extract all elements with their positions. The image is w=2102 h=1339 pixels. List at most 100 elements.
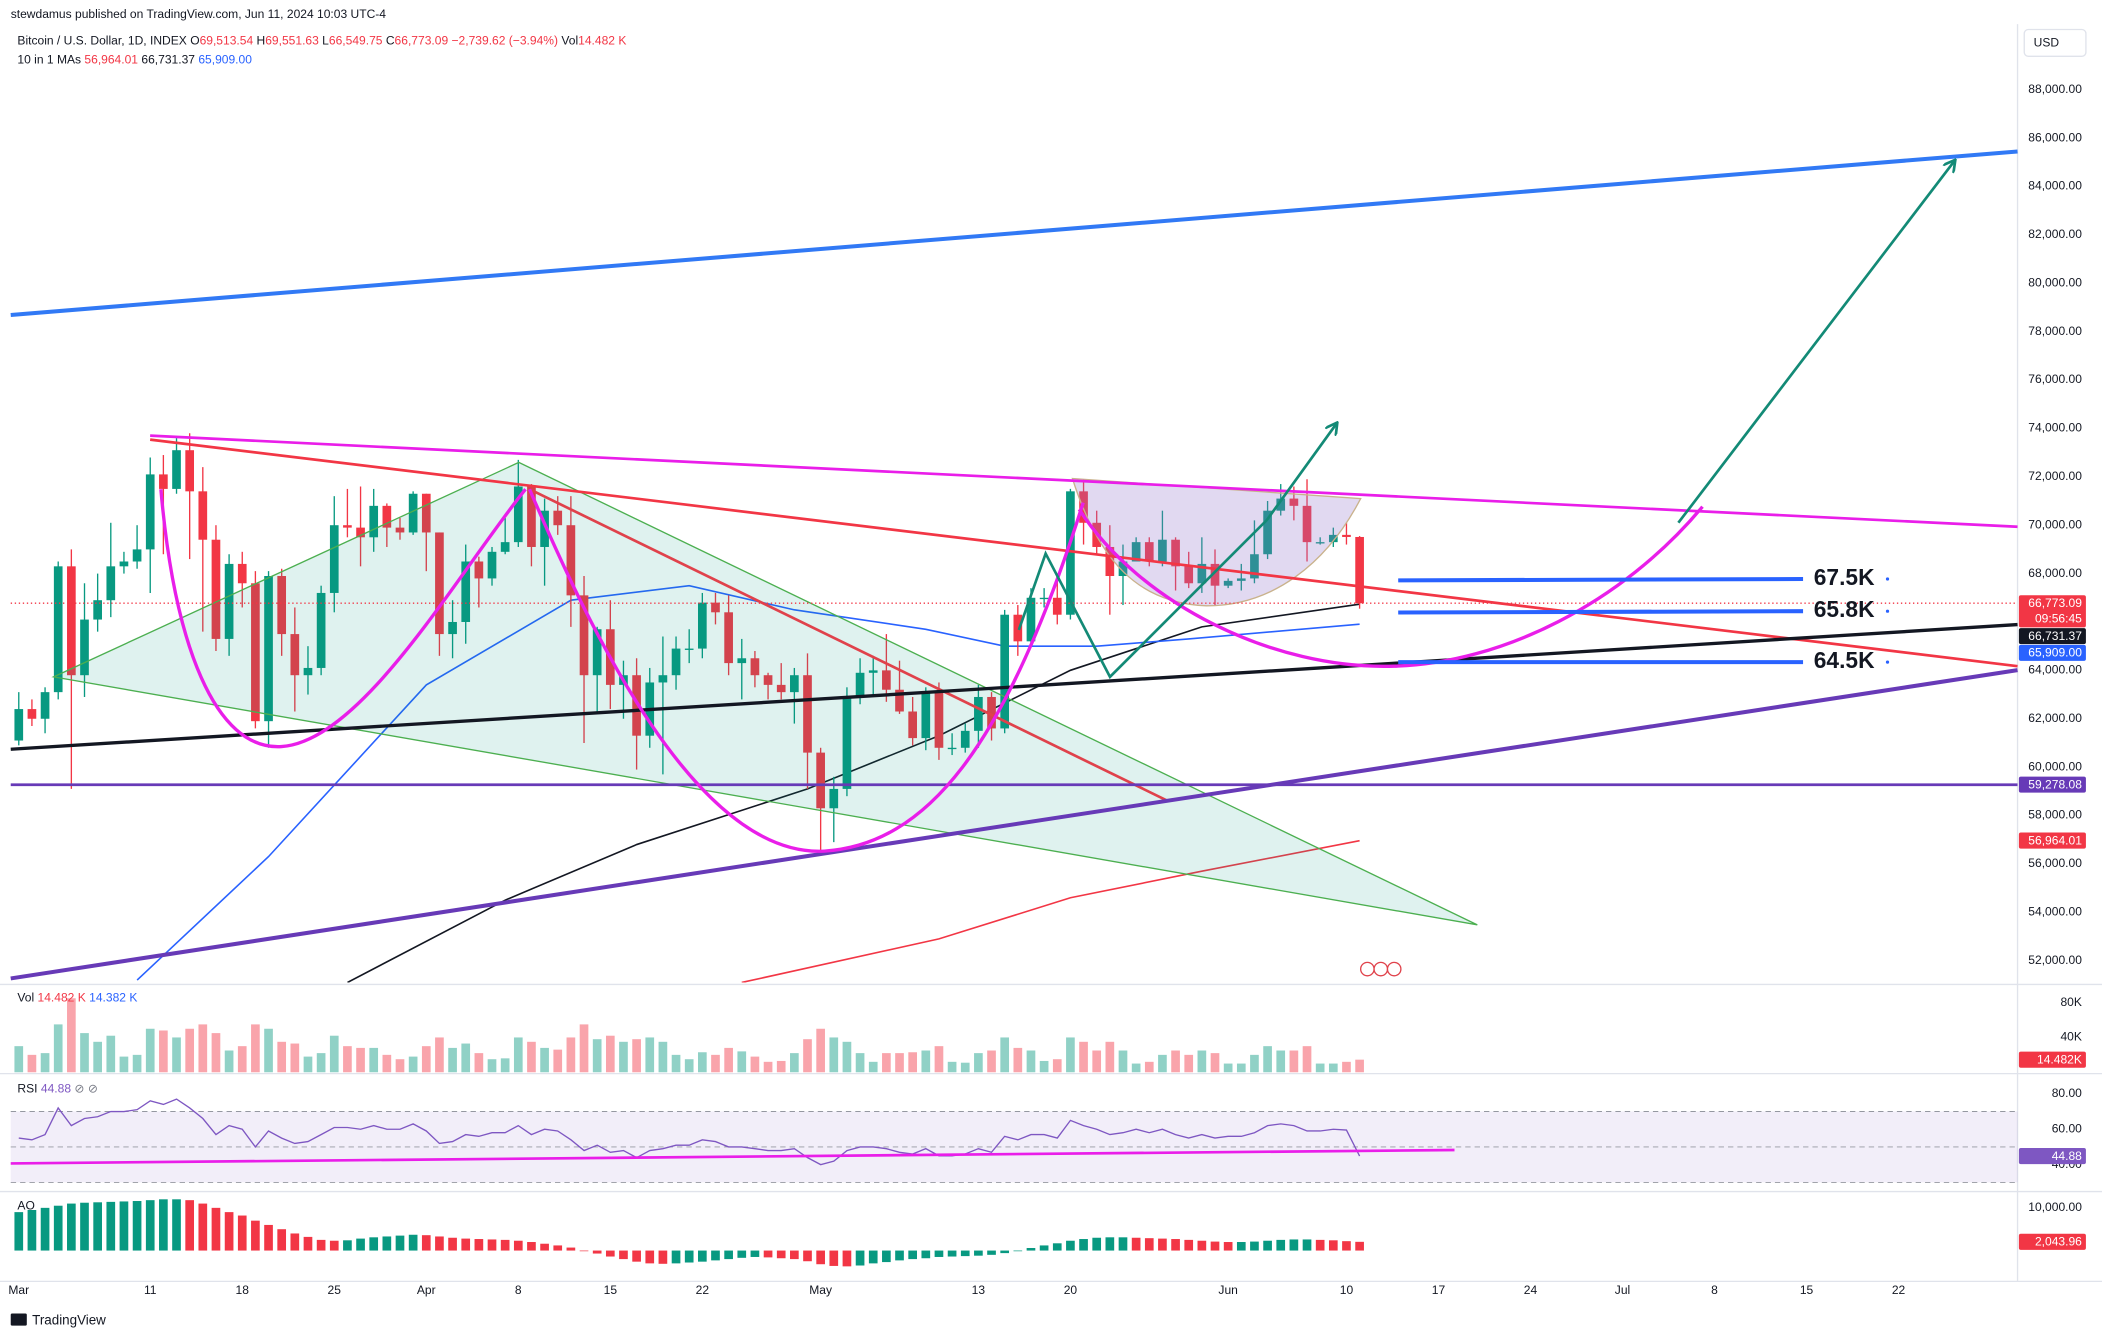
- ao-bar: [1013, 1250, 1023, 1252]
- price-tag-label: 56,964.01: [2028, 833, 2082, 847]
- rsi-extra: ⊘ ⊘: [74, 1082, 98, 1096]
- ao-bar: [1250, 1241, 1259, 1251]
- price-tag-label: 59,278.08: [2028, 777, 2082, 791]
- h: 69,551.63: [265, 34, 319, 48]
- candle-body: [448, 621, 457, 635]
- candle-body: [132, 549, 142, 562]
- price-tag-label: 14.482K: [2037, 1053, 2082, 1067]
- ao-bar: [1315, 1239, 1325, 1251]
- candle-body: [711, 602, 720, 613]
- ao-bar: [1289, 1239, 1299, 1251]
- candle-body: [500, 542, 510, 552]
- x-tick-label: 15: [1800, 1283, 1814, 1297]
- volume-bar: [132, 1054, 142, 1073]
- candle-body: [119, 561, 129, 567]
- candle-body: [579, 595, 589, 676]
- volume-bar: [448, 1047, 457, 1073]
- candle-body: [553, 510, 563, 526]
- currency-box[interactable]: [2023, 28, 2087, 57]
- h-label: H: [257, 34, 266, 48]
- volume-bar: [855, 1053, 865, 1073]
- pane-frames: [0, 24, 2102, 1283]
- volume-bar: [1013, 1047, 1023, 1073]
- candle-body: [671, 648, 681, 676]
- vol-legend: Vol 14.482 K 14.382 K: [17, 991, 137, 1005]
- volume-bar: [724, 1047, 733, 1073]
- x-tick-label: 20: [1064, 1283, 1078, 1297]
- volume-bar: [790, 1053, 799, 1073]
- price-tag: [2018, 1233, 2086, 1250]
- candle-body: [724, 612, 733, 664]
- symbol: Bitcoin / U.S. Dollar, 1D, INDEX: [17, 34, 186, 48]
- ao-bar: [671, 1250, 681, 1264]
- volume-bar: [303, 1056, 313, 1073]
- volume-bar: [566, 1037, 576, 1073]
- y-tick-label: 40K: [2060, 1030, 2081, 1044]
- y-tick-label: 80,000.00: [2028, 275, 2082, 289]
- candle-body: [895, 689, 904, 712]
- ao-bar: [605, 1250, 615, 1257]
- candle-body: [1144, 542, 1154, 562]
- candle-body: [882, 670, 891, 690]
- x-tick-label: 11: [144, 1283, 157, 1297]
- candle-body: [224, 563, 234, 639]
- volume-bar: [645, 1037, 655, 1073]
- candle-body: [960, 730, 970, 748]
- volume-bar: [842, 1041, 852, 1073]
- candle-body: [185, 450, 195, 492]
- candle-body: [592, 629, 602, 676]
- volume-bar: [1328, 1063, 1338, 1073]
- ao-bar: [868, 1250, 878, 1264]
- publisher: stewdamus published on TradingView.com, …: [11, 7, 387, 21]
- candle-body: [106, 566, 116, 601]
- ao-bar: [80, 1202, 89, 1251]
- y-tick-label: 80K: [2060, 995, 2081, 1009]
- ao-bar: [855, 1250, 865, 1266]
- ao-bar: [645, 1250, 655, 1264]
- ao-bar: [895, 1250, 904, 1261]
- ao-bar: [211, 1207, 221, 1251]
- candle-body: [67, 566, 76, 676]
- volume-bar: [1131, 1063, 1141, 1073]
- candle-body: [343, 525, 352, 528]
- ao-bar: [1000, 1250, 1010, 1254]
- candle-body: [697, 602, 707, 649]
- volume-bar: [513, 1037, 523, 1073]
- volume-bar: [605, 1035, 615, 1073]
- ao-bar: [803, 1250, 812, 1262]
- candle-body: [974, 696, 983, 731]
- volume-bar: [697, 1052, 707, 1073]
- y-tick-label: 88,000.00: [2028, 82, 2082, 96]
- ao-bar: [882, 1250, 891, 1263]
- candle-body: [145, 474, 155, 550]
- volume-bar: [1197, 1050, 1207, 1073]
- volume-bar: [1052, 1059, 1062, 1073]
- candle-body: [93, 600, 102, 620]
- candle-body: [53, 566, 63, 693]
- ao-bar: [1158, 1238, 1167, 1251]
- ao-bar: [343, 1240, 352, 1251]
- volume-bar: [829, 1037, 839, 1073]
- candle-body: [842, 696, 852, 789]
- ao-bar: [1302, 1239, 1312, 1251]
- currency[interactable]: USD: [2034, 36, 2060, 50]
- ao-bar: [750, 1250, 760, 1257]
- candle-body: [356, 527, 365, 538]
- x-tick-label: 8: [515, 1283, 522, 1297]
- candle-body: [27, 709, 37, 719]
- candle-body: [776, 684, 786, 693]
- ao-bar: [566, 1247, 576, 1251]
- volume-bar: [264, 1028, 273, 1073]
- volume-bar: [737, 1051, 747, 1073]
- volume-bar: [1066, 1037, 1075, 1073]
- y-tick-label: 54,000.00: [2028, 904, 2082, 918]
- candle-body: [237, 563, 247, 584]
- moving-average: [136, 584, 1360, 981]
- ao-bar: [303, 1236, 313, 1251]
- volume-bar: [1263, 1046, 1272, 1073]
- y-tick-label: 82,000.00: [2028, 227, 2082, 241]
- ao-bar: [27, 1209, 37, 1251]
- ao-bar: [487, 1239, 497, 1251]
- price-tag-label: 66,731.37: [2028, 629, 2082, 643]
